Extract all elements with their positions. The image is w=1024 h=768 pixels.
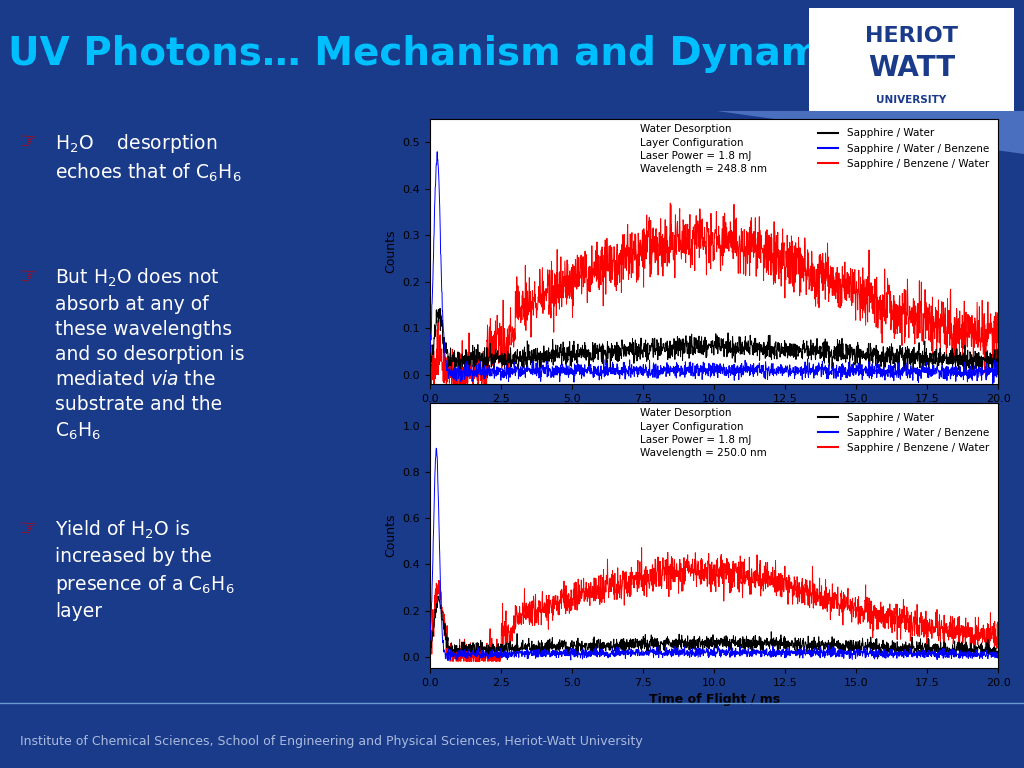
Y-axis label: Counts: Counts	[384, 230, 397, 273]
Text: UV Photons… Mechanism and Dynamics: UV Photons… Mechanism and Dynamics	[8, 35, 881, 73]
Text: ☞: ☞	[18, 266, 37, 286]
Text: Institute of Chemical Sciences, School of Engineering and Physical Sciences, Her: Institute of Chemical Sciences, School o…	[20, 735, 643, 747]
Text: Yield of $\mathregular{H_2O}$ is
increased by the
presence of a $\mathregular{C_: Yield of $\mathregular{H_2O}$ is increas…	[55, 519, 234, 621]
Polygon shape	[717, 111, 1024, 154]
Text: But $\mathregular{H_2O}$ does not
absorb at any of
these wavelengths
and so deso: But $\mathregular{H_2O}$ does not absorb…	[55, 266, 245, 442]
FancyBboxPatch shape	[809, 8, 1014, 123]
Legend: Sapphire / Water, Sapphire / Water / Benzene, Sapphire / Benzene / Water: Sapphire / Water, Sapphire / Water / Ben…	[813, 409, 993, 457]
Text: ☞: ☞	[18, 519, 37, 539]
Text: Water Desorption
Layer Configuration
Laser Power = 1.8 mJ
Wavelength = 250.0 nm: Water Desorption Layer Configuration Las…	[640, 409, 767, 458]
Legend: Sapphire / Water, Sapphire / Water / Benzene, Sapphire / Benzene / Water: Sapphire / Water, Sapphire / Water / Ben…	[813, 124, 993, 173]
Y-axis label: Counts: Counts	[384, 514, 397, 558]
Text: ☞: ☞	[18, 132, 37, 152]
Text: HERIOT: HERIOT	[865, 26, 957, 47]
X-axis label: Time of Flight / ms: Time of Flight / ms	[648, 694, 780, 707]
Text: Water Desorption
Layer Configuration
Laser Power = 1.8 mJ
Wavelength = 248.8 nm: Water Desorption Layer Configuration Las…	[640, 124, 767, 174]
Text: $\mathregular{H_2O}$    desorption
echoes that of $\mathregular{C_6H_6}$: $\mathregular{H_2O}$ desorption echoes t…	[55, 132, 242, 184]
Text: WATT: WATT	[867, 54, 955, 81]
Text: UNIVERSITY: UNIVERSITY	[877, 94, 946, 105]
X-axis label: Time of Flight / ms: Time of Flight / ms	[648, 409, 780, 422]
